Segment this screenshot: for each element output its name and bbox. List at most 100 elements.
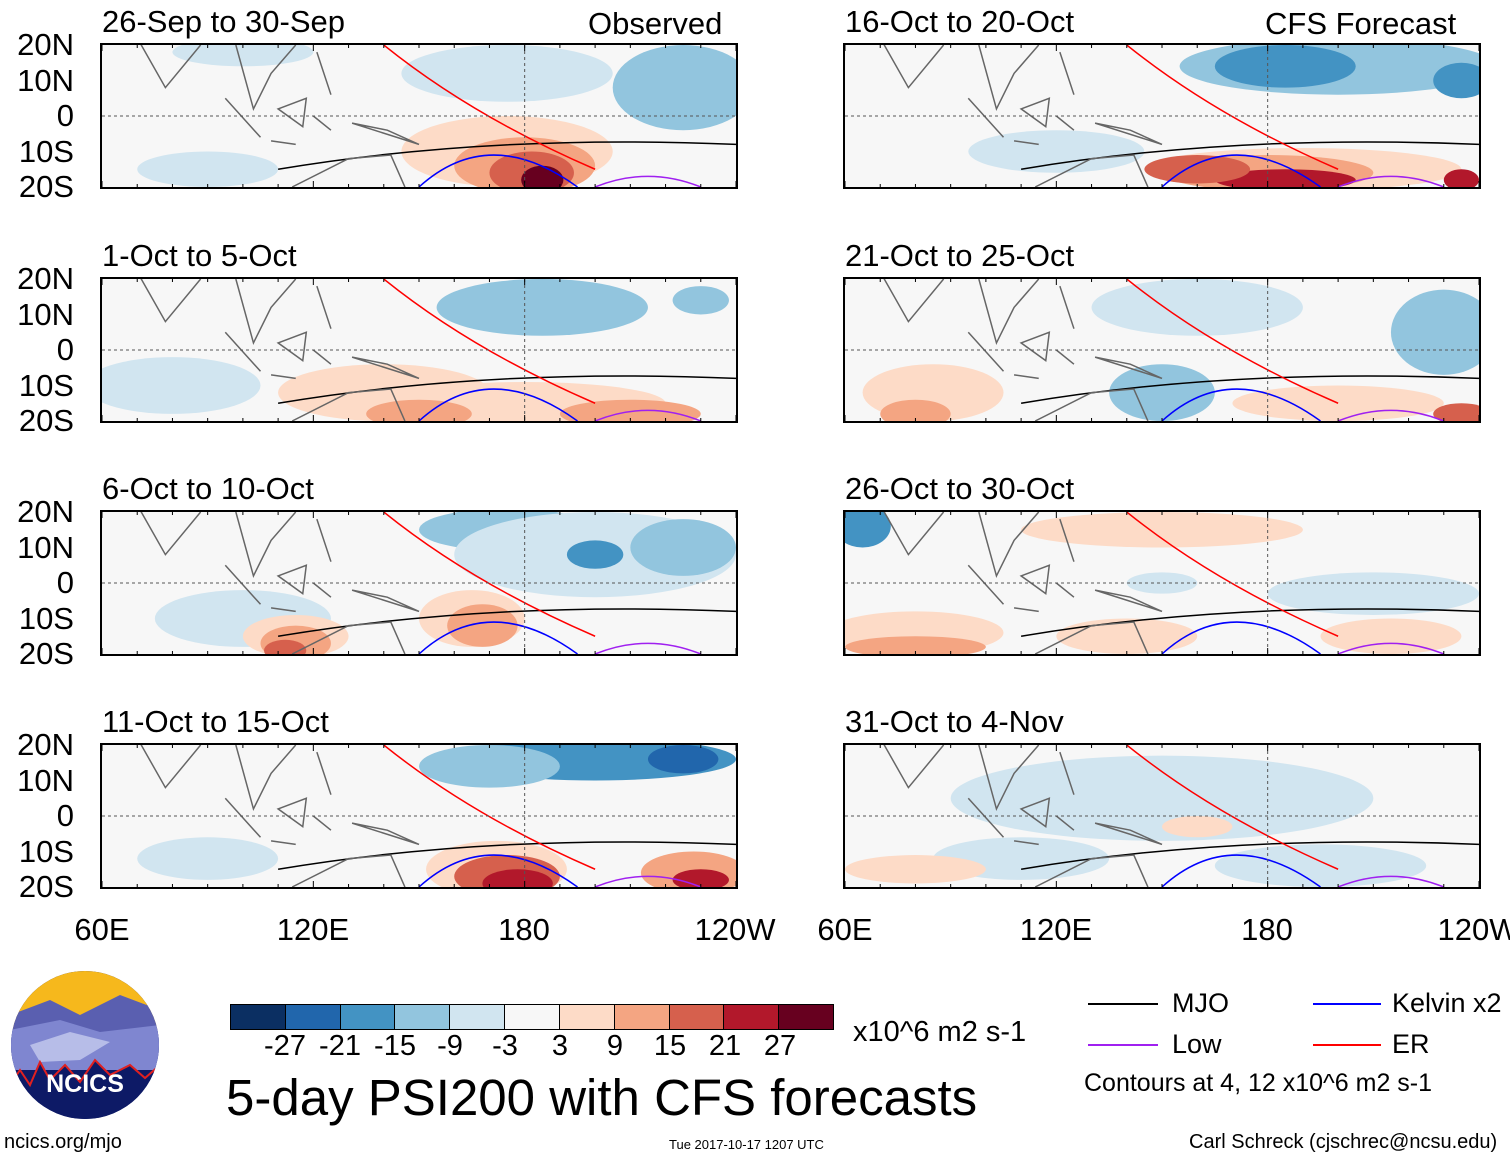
- lat-tick: 10S: [18, 367, 74, 403]
- lat-tick: 10S: [18, 833, 74, 869]
- lon-tick-right-120E: 120E: [1019, 912, 1093, 947]
- kelvin-contour: [418, 854, 578, 887]
- colorbar-swatch: [724, 1005, 780, 1029]
- kelvin-contour: [1161, 154, 1321, 187]
- website-link[interactable]: ncics.org/mjo: [4, 1131, 122, 1153]
- lat-tick: 20N: [17, 27, 74, 62]
- colorbar-swatch: [614, 1005, 670, 1029]
- kelvin-contour: [1161, 388, 1321, 421]
- anomaly-shading: [612, 45, 736, 131]
- lat-tick: 10N: [17, 762, 74, 798]
- legend-label-kelvin: Kelvin x2: [1392, 988, 1502, 1018]
- colorbar-swatch: [340, 1005, 396, 1029]
- map-panel: [100, 43, 738, 189]
- map-panel: [843, 743, 1481, 889]
- legend-line-low: [1088, 1044, 1158, 1046]
- lat-tick: 20N: [17, 261, 74, 296]
- er-contour: [1126, 512, 1339, 637]
- kelvin-contour: [1161, 621, 1321, 654]
- mjo-contour: [277, 608, 736, 637]
- anomaly-shading: [1056, 618, 1198, 654]
- lat-tick: 0: [56, 332, 74, 367]
- colorbar: [230, 1004, 834, 1030]
- map-panel: [100, 510, 738, 656]
- lat-tick: 20S: [18, 169, 74, 204]
- mjo-contour: [1020, 141, 1479, 170]
- map-panel: [843, 510, 1481, 656]
- mjo-contour: [1020, 841, 1479, 870]
- kelvin-contour: [418, 154, 578, 187]
- anomaly-shading: [1109, 364, 1215, 421]
- map-panel: [100, 743, 738, 889]
- low-contour: [1337, 175, 1445, 187]
- anomaly-shading: [264, 639, 307, 654]
- contour-note: Contours at 4, 12 x10^6 m2 s-1: [1084, 1069, 1433, 1097]
- anomaly-shading: [137, 837, 279, 880]
- colorbar-label: -27: [264, 1030, 306, 1062]
- panel-title: 1-Oct to 5-Oct: [102, 238, 297, 273]
- low-contour: [594, 875, 702, 887]
- mjo-contour: [1020, 375, 1479, 404]
- anomaly-shading: [845, 636, 986, 654]
- map-panel: [100, 277, 738, 423]
- panel-title: 26-Sep to 30-Sep: [102, 4, 346, 39]
- anomaly-shading: [366, 399, 472, 421]
- mjo-contour: [277, 375, 736, 404]
- er-contour: [1126, 745, 1339, 870]
- lat-tick: 10S: [18, 600, 74, 636]
- anomaly-shading: [172, 45, 314, 67]
- colorbar-swatch: [669, 1005, 725, 1029]
- anomaly-shading: [630, 519, 736, 576]
- coastline: [883, 279, 1163, 421]
- er-contour: [383, 745, 596, 870]
- legend-line-kelvin: [1313, 1003, 1381, 1005]
- timestamp: Tue 2017-10-17 1207 UTC: [669, 1137, 824, 1152]
- anomaly-shading: [1091, 279, 1303, 336]
- colorbar-swatch: [505, 1005, 560, 1029]
- anomaly-shading: [137, 151, 279, 187]
- colorbar-label: 9: [606, 1030, 624, 1062]
- lat-tick: 0: [56, 98, 74, 133]
- low-contour: [1337, 875, 1445, 887]
- colorbar-swatch: [395, 1005, 451, 1029]
- anomaly-shading: [436, 279, 648, 336]
- coastline: [140, 279, 420, 421]
- anomaly-shading: [1214, 169, 1356, 187]
- colorbar-label: -21: [319, 1030, 361, 1062]
- coastline: [883, 512, 1163, 654]
- anomaly-shading: [968, 130, 1145, 173]
- legend-line-mjo: [1088, 1003, 1158, 1005]
- anomaly-shading: [1162, 816, 1233, 838]
- anomaly-shading: [1433, 403, 1479, 421]
- mjo-contour: [277, 141, 736, 170]
- anomaly-shading: [672, 286, 729, 315]
- lat-tick: 0: [56, 798, 74, 833]
- kelvin-contour: [1161, 854, 1321, 887]
- anomaly-shading: [647, 745, 719, 774]
- lat-tick: 20N: [17, 727, 74, 762]
- map-panel: [843, 277, 1481, 423]
- observed-label: Observed: [588, 6, 723, 41]
- colorbar-swatch: [450, 1005, 506, 1029]
- lon-tick-left-120E: 120E: [276, 912, 350, 947]
- er-contour: [383, 512, 596, 637]
- colorbar-label: -15: [374, 1030, 416, 1062]
- legend-label-er: ER: [1392, 1029, 1430, 1059]
- colorbar-label: -9: [437, 1030, 463, 1062]
- low-contour: [1337, 409, 1445, 421]
- mjo-contour: [1020, 608, 1479, 637]
- panel-title: 6-Oct to 10-Oct: [102, 471, 314, 506]
- anomaly-shading: [419, 745, 560, 788]
- coastline: [883, 745, 1163, 887]
- anomaly-shading: [102, 357, 261, 414]
- colorbar-label: 27: [763, 1030, 797, 1062]
- lat-tick: 20S: [18, 403, 74, 438]
- logo-text: NCICS: [46, 1070, 124, 1098]
- colorbar-swatch: [779, 1005, 833, 1029]
- anomaly-shading: [1390, 289, 1479, 375]
- lat-tick: 20N: [17, 494, 74, 529]
- panel-title: 31-Oct to 4-Nov: [845, 704, 1064, 739]
- forecast-label: CFS Forecast: [1265, 6, 1457, 41]
- lat-tick: 20S: [18, 869, 74, 904]
- anomaly-shading: [1021, 512, 1303, 548]
